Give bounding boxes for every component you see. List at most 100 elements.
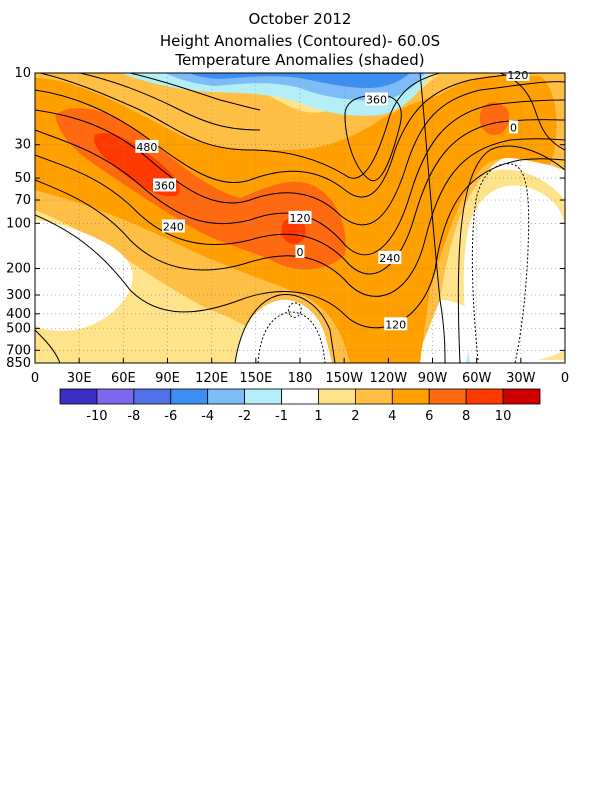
contour-label-bg <box>506 67 530 81</box>
x-tick-label: 30E <box>67 371 92 386</box>
x-tick-label: 150W <box>325 371 363 386</box>
x-tick-label: 150E <box>239 371 272 386</box>
colorbar-bin <box>96 388 135 405</box>
contour-label: 240 <box>379 252 400 265</box>
chart-subtitle-height: Height Anomalies (Contoured)- 60.0S <box>159 32 441 50</box>
contour-13 <box>499 73 565 151</box>
contour-label-bg <box>288 210 312 224</box>
shade-6-8-east <box>479 102 510 135</box>
x-tick-label: 60E <box>111 371 136 386</box>
colorbar-label: 10 <box>495 409 512 424</box>
colorbar-label: 2 <box>351 409 359 424</box>
contour-labels: 480 360 240 120 0 240 120 360 0 120 <box>135 67 530 331</box>
y-tick-label: 100 <box>6 216 31 231</box>
y-tick-label: 850 <box>6 356 31 371</box>
colorbar-label: 1 <box>314 409 322 424</box>
contour-label: 240 <box>163 220 184 233</box>
contour-label: 480 <box>136 141 157 154</box>
chart-subtitle-temperature: Temperature Anomalies (shaded) <box>175 51 425 69</box>
x-tick-label: 30W <box>506 371 536 386</box>
colorbar-label: 4 <box>388 409 396 424</box>
y-tick-label: 30 <box>14 138 31 153</box>
neg-contour-3 <box>471 163 530 363</box>
colorbar-label: -10 <box>86 409 107 424</box>
colorbar-bin <box>207 388 246 405</box>
colorbar-label: -1 <box>275 409 288 424</box>
colorbar-bin <box>318 388 356 405</box>
shade-white-right <box>463 185 565 363</box>
y-tick-label: 50 <box>14 171 31 186</box>
x-tick-label: 120E <box>195 371 228 386</box>
shade-8-10-center <box>281 217 306 245</box>
contour-1 <box>35 73 541 198</box>
colorbar: -10 -8 -6 -4 -2 -1 1 2 4 6 8 10 <box>59 388 541 424</box>
contour-11 <box>419 73 446 363</box>
colorbar-label: -8 <box>127 409 140 424</box>
x-tick-label: 180 <box>288 371 313 386</box>
x-axis: 0 30E 60E 90E 120E 150E 180 150W 120W 90W 60W 30W 0 <box>31 358 569 386</box>
shade-white-left <box>35 220 133 331</box>
contour-label-bg <box>161 219 185 233</box>
colorbar-bin <box>133 388 172 405</box>
shade-cold-top-core <box>190 73 410 88</box>
shade-white-center <box>235 299 332 363</box>
contour-label-bg <box>295 244 305 258</box>
colorbar-label: 6 <box>425 409 433 424</box>
contour-12 <box>457 145 565 363</box>
contour-4 <box>35 119 565 275</box>
colorbar-label: -6 <box>164 409 177 424</box>
y-tick-label: 200 <box>6 262 31 277</box>
x-tick-label: 0 <box>31 371 39 386</box>
contour-3 <box>35 99 565 256</box>
contour-9 <box>129 73 261 111</box>
contour-label-bg <box>384 317 408 331</box>
contour-label: 120 <box>385 318 406 331</box>
contour-label-bg <box>135 139 159 153</box>
chart-title: October 2012 <box>248 10 352 28</box>
y-tick-label: 300 <box>6 288 31 303</box>
colorbar-bin <box>170 388 209 405</box>
colorbar-label: -4 <box>201 409 214 424</box>
negative-contours <box>257 163 530 363</box>
contour-label-bg <box>508 120 518 134</box>
y-tick-label: 400 <box>6 307 31 322</box>
colorbar-bin <box>281 388 319 405</box>
x-tick-label: 0 <box>561 371 569 386</box>
y-tick-label: 10 <box>14 66 31 81</box>
contour-label-bg <box>365 92 389 106</box>
contour-label: 120 <box>290 212 311 225</box>
colorbar-bin <box>502 388 541 405</box>
colorbar-bin <box>354 388 393 405</box>
contour-label: 360 <box>366 93 387 106</box>
neg-contour-1 <box>257 311 326 363</box>
colorbar-label: -2 <box>238 409 251 424</box>
contour-label-bg <box>153 178 177 192</box>
colorbar-bin <box>244 388 282 405</box>
contour-8 <box>79 73 261 131</box>
colorbar-bin <box>391 388 430 405</box>
contour-label: 360 <box>154 179 175 192</box>
colorbar-label: 8 <box>462 409 470 424</box>
contour-2 <box>35 81 565 226</box>
contour-5 <box>35 138 565 297</box>
colorbar-bin <box>428 388 467 405</box>
x-tick-label: 60W <box>462 371 492 386</box>
contour-15 <box>234 294 336 363</box>
y-tick-label: 500 <box>6 321 31 336</box>
colorbar-bin <box>465 388 504 405</box>
y-tick-label: 700 <box>6 343 31 358</box>
contour-7 <box>39 73 441 179</box>
x-tick-label: 120W <box>369 371 407 386</box>
contour-label-bg <box>378 250 402 264</box>
x-tick-label: 90E <box>155 371 180 386</box>
y-tick-label: 70 <box>14 193 31 208</box>
contour-label: 0 <box>510 121 517 134</box>
contour-label: 120 <box>507 69 528 82</box>
contour-label: 0 <box>297 246 304 259</box>
contour-14 <box>35 329 61 363</box>
neg-contour-2 <box>287 302 302 318</box>
x-tick-label: 90W <box>418 371 448 386</box>
colorbar-bin <box>59 388 98 405</box>
